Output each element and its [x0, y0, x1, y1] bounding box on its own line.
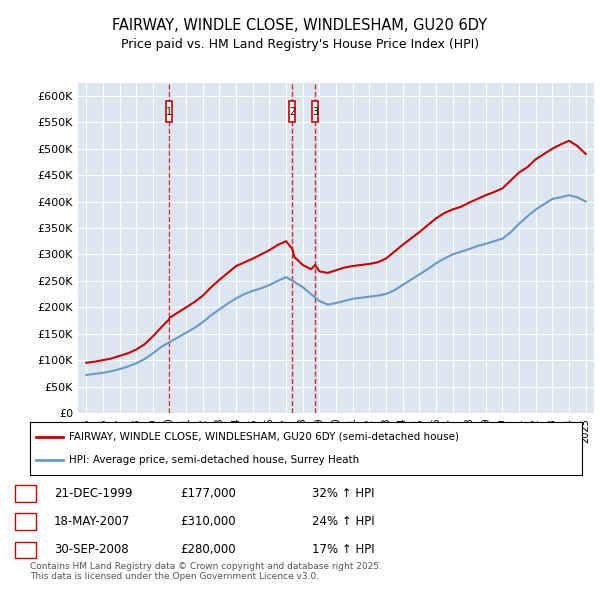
- Text: £310,000: £310,000: [180, 515, 236, 528]
- Text: 2: 2: [289, 107, 295, 117]
- Text: FAIRWAY, WINDLE CLOSE, WINDLESHAM, GU20 6DY (semi-detached house): FAIRWAY, WINDLE CLOSE, WINDLESHAM, GU20 …: [68, 432, 458, 442]
- Text: 1: 1: [22, 489, 29, 498]
- FancyBboxPatch shape: [312, 101, 318, 122]
- Text: 21-DEC-1999: 21-DEC-1999: [54, 487, 133, 500]
- Text: 18-MAY-2007: 18-MAY-2007: [54, 515, 130, 528]
- Text: HPI: Average price, semi-detached house, Surrey Heath: HPI: Average price, semi-detached house,…: [68, 455, 359, 465]
- Text: 24% ↑ HPI: 24% ↑ HPI: [312, 515, 374, 528]
- Text: 3: 3: [312, 107, 318, 117]
- FancyBboxPatch shape: [289, 101, 295, 122]
- Text: 1: 1: [166, 107, 172, 117]
- Text: FAIRWAY, WINDLE CLOSE, WINDLESHAM, GU20 6DY: FAIRWAY, WINDLE CLOSE, WINDLESHAM, GU20 …: [112, 18, 488, 32]
- FancyBboxPatch shape: [166, 101, 172, 122]
- Text: 3: 3: [22, 545, 29, 555]
- Text: £177,000: £177,000: [180, 487, 236, 500]
- Text: 17% ↑ HPI: 17% ↑ HPI: [312, 543, 374, 556]
- Text: £280,000: £280,000: [180, 543, 236, 556]
- Text: Price paid vs. HM Land Registry's House Price Index (HPI): Price paid vs. HM Land Registry's House …: [121, 38, 479, 51]
- Text: 2: 2: [22, 517, 29, 526]
- Text: 30-SEP-2008: 30-SEP-2008: [54, 543, 128, 556]
- Text: 32% ↑ HPI: 32% ↑ HPI: [312, 487, 374, 500]
- Text: Contains HM Land Registry data © Crown copyright and database right 2025.
This d: Contains HM Land Registry data © Crown c…: [30, 562, 382, 581]
